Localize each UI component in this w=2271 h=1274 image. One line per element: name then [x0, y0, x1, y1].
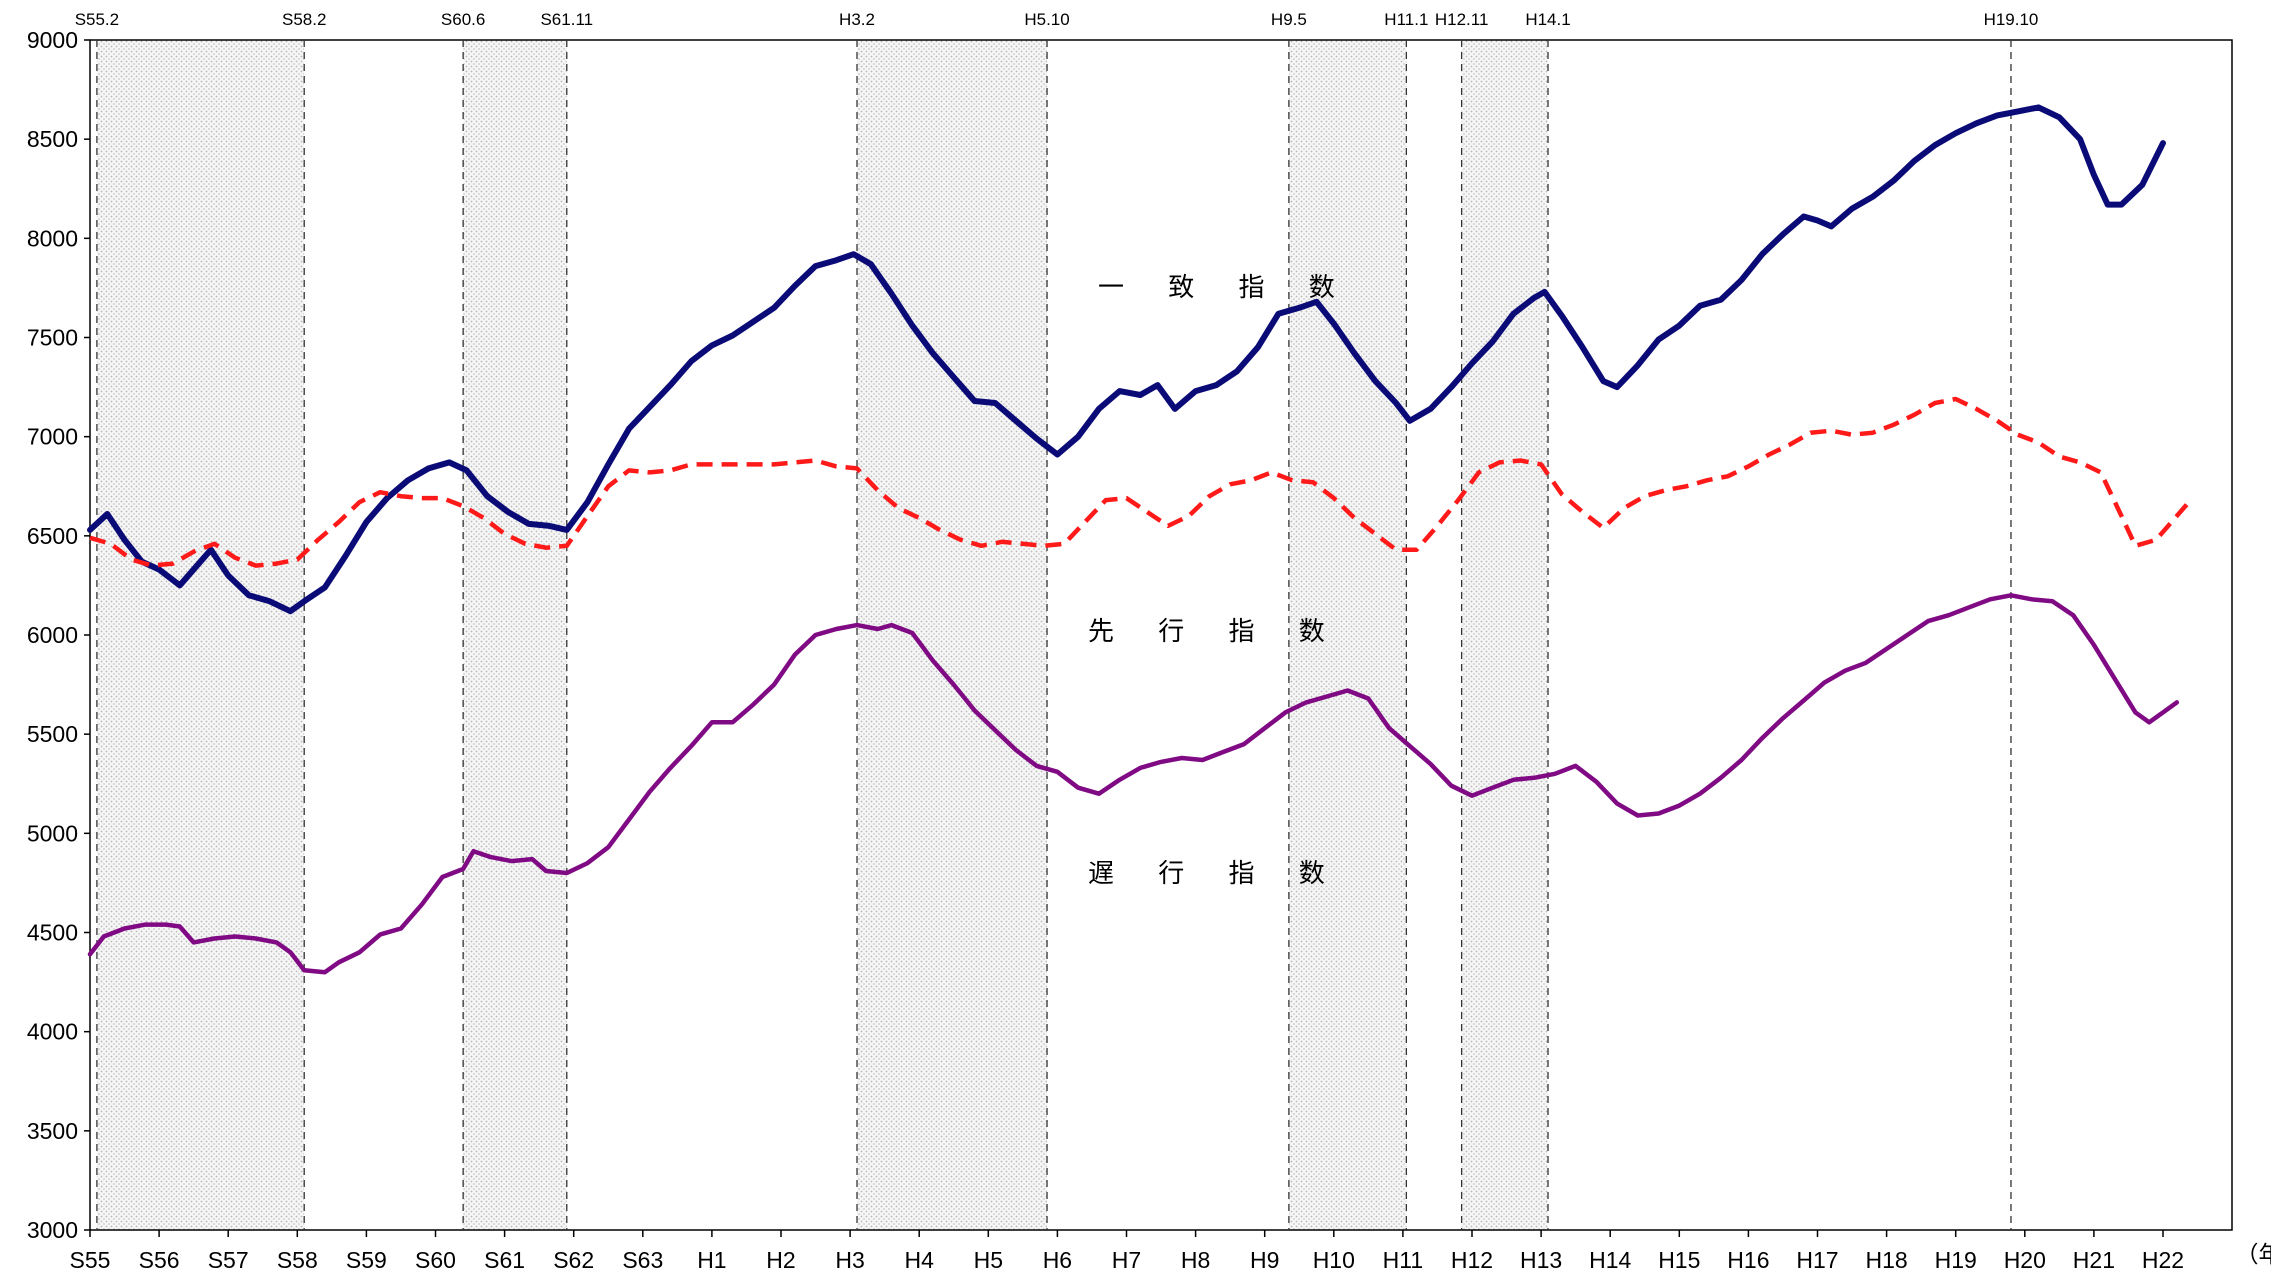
series-lines: [87, 104, 2193, 975]
period-label: H11.1: [1384, 10, 1428, 29]
x-tick-label: H2: [766, 1247, 795, 1273]
y-tick-label: 6000: [27, 622, 78, 648]
recession-band: [463, 40, 567, 1230]
series-line: [87, 593, 2180, 975]
x-tick-label: H11: [1383, 1247, 1424, 1273]
period-label: S58.2: [282, 10, 326, 29]
x-tick-label: S56: [139, 1247, 180, 1273]
x-axis-unit: （年）: [2236, 1241, 2271, 1267]
x-tick-label: H8: [1181, 1247, 1210, 1273]
period-label: H3.2: [839, 10, 875, 29]
x-tick-label: H15: [1658, 1247, 1700, 1273]
y-tick-label: 7000: [27, 424, 78, 450]
recession-band: [1288, 40, 1407, 1230]
y-tick-label: 5500: [27, 721, 78, 747]
x-tick-label: H22: [2142, 1247, 2184, 1273]
x-tick-label: S58: [277, 1247, 318, 1273]
y-tick-label: 5000: [27, 820, 78, 846]
x-tick-label: H21: [2073, 1247, 2115, 1273]
x-tick-label: H5: [974, 1247, 1003, 1273]
x-tick-label: S60: [415, 1247, 456, 1273]
series-label: 一 致 指 数: [1098, 273, 1353, 303]
period-label: S61.11: [540, 10, 593, 29]
x-tick-label: S59: [346, 1247, 387, 1273]
y-tick-label: 6500: [27, 523, 78, 549]
x-tick-label: H14: [1589, 1247, 1631, 1273]
y-tick-label: 3000: [27, 1217, 78, 1243]
recession-band: [857, 40, 1048, 1230]
x-tick-label: H4: [904, 1247, 934, 1273]
period-label: H5.10: [1024, 10, 1069, 29]
series-label: 遅 行 指 数: [1088, 859, 1343, 889]
x-tick-label: H7: [1112, 1247, 1141, 1273]
recession-band: [1461, 40, 1549, 1230]
x-tick-label: H13: [1520, 1247, 1562, 1273]
period-label: H14.1: [1525, 10, 1570, 29]
x-tick-label: S55: [70, 1247, 111, 1273]
series-line: [87, 104, 2166, 615]
x-tick-label: S62: [553, 1247, 594, 1273]
x-tick-label: S63: [622, 1247, 663, 1273]
period-label: S55.2: [75, 10, 119, 29]
cycle-markers: [96, 40, 2012, 1230]
recession-shading: [96, 40, 1549, 1230]
x-tick-label: H1: [697, 1247, 726, 1273]
x-tick-label: H12: [1451, 1247, 1493, 1273]
x-tick-label: H20: [2004, 1247, 2046, 1273]
x-tick-label: H3: [835, 1247, 864, 1273]
x-tick-label: S57: [208, 1247, 249, 1273]
period-label: H19.10: [1984, 10, 2039, 29]
x-tick-label: H17: [1796, 1247, 1838, 1273]
y-tick-label: 8000: [27, 225, 78, 251]
x-tick-label: H16: [1727, 1247, 1769, 1273]
recession-band: [96, 40, 305, 1230]
period-label: H9.5: [1271, 10, 1307, 29]
x-tick-label: H10: [1313, 1247, 1355, 1273]
x-tick-label: H9: [1250, 1247, 1279, 1273]
plot-area: [84, 39, 2233, 1237]
y-tick-label: 9000: [27, 27, 78, 53]
series-label: 先 行 指 数: [1088, 617, 1343, 647]
x-tick-label: S61: [484, 1247, 525, 1273]
period-label: H12.11: [1435, 10, 1489, 29]
y-tick-label: 8500: [27, 126, 78, 152]
y-tick-label: 3500: [27, 1118, 78, 1144]
x-tick-label: H18: [1865, 1247, 1907, 1273]
x-tick-label: H6: [1043, 1247, 1072, 1273]
labels: 3000 3500 4000 4500 5000 5500 6000 6500 7000 7500…: [27, 10, 2271, 1273]
y-tick-label: 7500: [27, 325, 78, 351]
period-label: S60.6: [441, 10, 485, 29]
y-tick-label: 4500: [27, 920, 78, 946]
y-tick-label: 4000: [27, 1019, 78, 1045]
x-tick-label: H19: [1935, 1247, 1977, 1273]
